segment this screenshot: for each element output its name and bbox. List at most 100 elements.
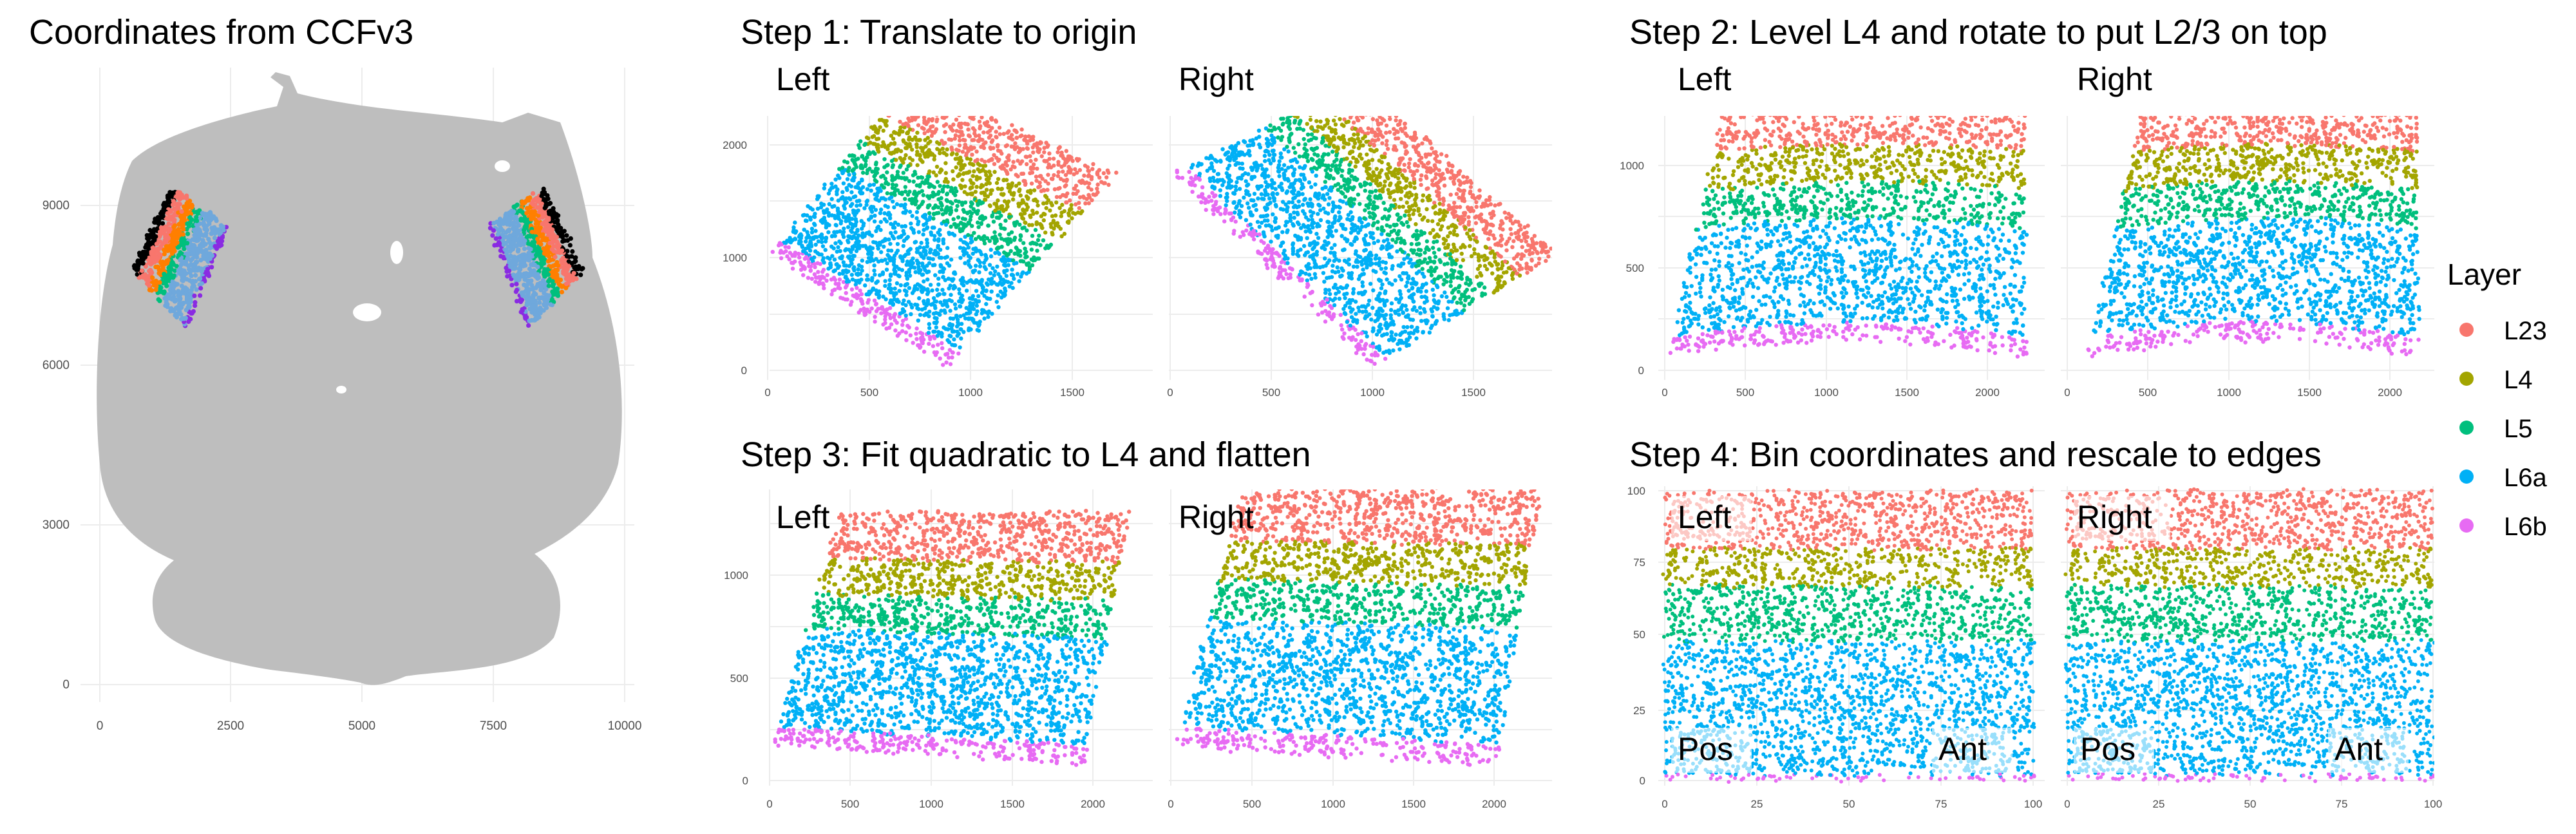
step4-x-tick-label: 75 (2336, 798, 2348, 810)
step4-x-tick-label: 0 (2064, 798, 2070, 810)
step4-right-label: Right (2077, 499, 2152, 535)
step2-x-tick-label: 0 (1662, 386, 1667, 399)
ccf-title: Coordinates from CCFv3 (29, 13, 413, 52)
step3-title: Step 3: Fit quadratic to L4 and flatten (741, 435, 1311, 474)
step2-y-tick-label: 0 (1638, 365, 1644, 377)
step4-x-tick-label: 100 (2024, 798, 2042, 810)
step4-title: Step 4: Bin coordinates and rescale to e… (1629, 435, 2322, 474)
legend-item-l6b: L6b (2459, 513, 2547, 541)
step1-x-tick-label: 1000 (958, 386, 983, 399)
step2-x-tick-label: 0 (2064, 386, 2070, 399)
step1-y-tick-label: 2000 (723, 139, 747, 151)
legend-item-l5: L5 (2459, 415, 2533, 443)
step2-x-tick-label: 1500 (2297, 386, 2322, 399)
step4-x-tick-label: 0 (1662, 798, 1667, 810)
step4-y-tick-label: 50 (1633, 629, 1645, 641)
ccf-x-tick-label: 0 (97, 719, 104, 733)
step4-x-axis: 0 25 50 75 100 0 25 50 75 100 (1662, 798, 2442, 810)
step3-x-tick-label: 1500 (1401, 798, 1426, 810)
step3-y-axis: 0 500 1000 (724, 569, 748, 787)
legend-title: Layer (2447, 258, 2521, 291)
step3-x-tick-label: 1000 (1321, 798, 1345, 810)
ccf-x-tick-label: 7500 (480, 719, 507, 733)
ccf-x-tick-label: 2500 (217, 719, 244, 733)
step3-y-tick-label: 500 (730, 672, 748, 685)
step2-y-axis: 0 500 1000 (1620, 160, 1644, 377)
step2-x-tick-label: 500 (2139, 386, 2157, 399)
step3-y-tick-label: 1000 (724, 569, 748, 582)
ccf-y-tick-label: 3000 (43, 518, 70, 532)
ccf-x-tick-label: 5000 (348, 719, 375, 733)
ccf-y-tick-label: 6000 (43, 359, 70, 372)
step1-x-axis: 0 500 1000 1500 0 500 1000 1500 (764, 386, 1486, 399)
step1-x-tick-label: 1000 (1360, 386, 1385, 399)
legend-label: L6b (2504, 513, 2547, 541)
step4-y-axis: 0 25 50 75 100 (1627, 485, 1645, 787)
ccf-y-axis: 0 3000 6000 9000 (43, 199, 70, 692)
step1-y-axis: 0 1000 2000 (723, 139, 747, 377)
legend-swatch (2459, 518, 2474, 533)
step3-x-tick-label: 500 (841, 798, 859, 810)
step4-x-tick-label: 100 (2424, 798, 2442, 810)
step3-x-tick-label: 2000 (1482, 798, 1506, 810)
legend: Layer L23 L4 L5 L6a L6b (2447, 258, 2547, 541)
step1-x-tick-label: 0 (764, 386, 770, 399)
legend-label: L4 (2504, 366, 2533, 394)
step4-x-tick-label: 75 (1935, 798, 1947, 810)
step4-left-ant-label: Ant (1938, 731, 1987, 767)
step1-y-tick-label: 1000 (723, 252, 747, 264)
step1-x-tick-label: 1500 (1060, 386, 1084, 399)
step2-panel: Step 2: Level L4 and rotate to put L2/3 … (1620, 13, 2434, 399)
step4-right-pos-label: Pos (2080, 731, 2136, 767)
step2-x-tick-label: 1500 (1895, 386, 1919, 399)
legend-swatch (2459, 469, 2474, 484)
step2-x-tick-label: 2000 (1975, 386, 2000, 399)
step1-y-tick-label: 0 (741, 365, 747, 377)
step1-right-label: Right (1179, 61, 1254, 97)
step4-x-tick-label: 25 (2153, 798, 2165, 810)
legend-label: L23 (2504, 317, 2547, 345)
legend-item-l6a: L6a (2459, 464, 2547, 492)
step4-y-tick-label: 25 (1633, 705, 1645, 717)
step4-right-ant-label: Ant (2334, 731, 2383, 767)
step2-left-label: Left (1678, 61, 1732, 97)
step3-x-tick-label: 500 (1243, 798, 1261, 810)
step3-right-label: Right (1179, 499, 1254, 535)
step1-left-scatter (771, 81, 1119, 367)
legend-label: L5 (2504, 415, 2533, 443)
step3-x-tick-label: 1500 (1000, 798, 1025, 810)
step4-y-tick-label: 75 (1633, 556, 1645, 569)
step2-y-tick-label: 500 (1626, 262, 1644, 274)
step4-x-tick-label: 50 (2244, 798, 2257, 810)
step4-x-tick-label: 25 (1751, 798, 1763, 810)
legend-swatch (2459, 421, 2474, 435)
step4-left-label: Left (1678, 499, 1732, 535)
step2-x-tick-label: 1000 (2217, 386, 2241, 399)
step1-left-label: Left (776, 61, 830, 97)
step4-y-tick-label: 100 (1627, 485, 1645, 497)
step3-x-tick-label: 0 (1168, 798, 1173, 810)
step2-x-axis: 0 500 1000 1500 2000 0 500 1000 1500 200… (1662, 386, 2402, 399)
step3-x-tick-label: 2000 (1081, 798, 1105, 810)
legend-swatch (2459, 372, 2474, 386)
step4-left-pos-label: Pos (1678, 731, 1733, 767)
ccf-x-tick-label: 10000 (608, 719, 642, 733)
step1-x-tick-label: 500 (1262, 386, 1280, 399)
step1-x-tick-label: 0 (1167, 386, 1173, 399)
step2-y-tick-label: 1000 (1620, 160, 1644, 172)
ccf-y-tick-label: 9000 (43, 199, 70, 213)
step2-x-tick-label: 1000 (1814, 386, 1839, 399)
step1-panel: Step 1: Translate to origin Left Right 0… (723, 13, 1553, 399)
step2-right-label: Right (2077, 61, 2152, 97)
step4-y-tick-label: 0 (1640, 775, 1645, 787)
ccf-x-axis: 0 2500 5000 7500 10000 (97, 719, 642, 733)
step1-right-scatter (1175, 81, 1553, 366)
step2-title: Step 2: Level L4 and rotate to put L2/3 … (1629, 13, 2327, 52)
step1-x-tick-label: 500 (860, 386, 878, 399)
step1-title: Step 1: Translate to origin (741, 13, 1137, 52)
step1-x-tick-label: 1500 (1461, 386, 1486, 399)
step3-left-scatter (773, 509, 1132, 767)
ccf-y-tick-label: 0 (62, 678, 70, 692)
